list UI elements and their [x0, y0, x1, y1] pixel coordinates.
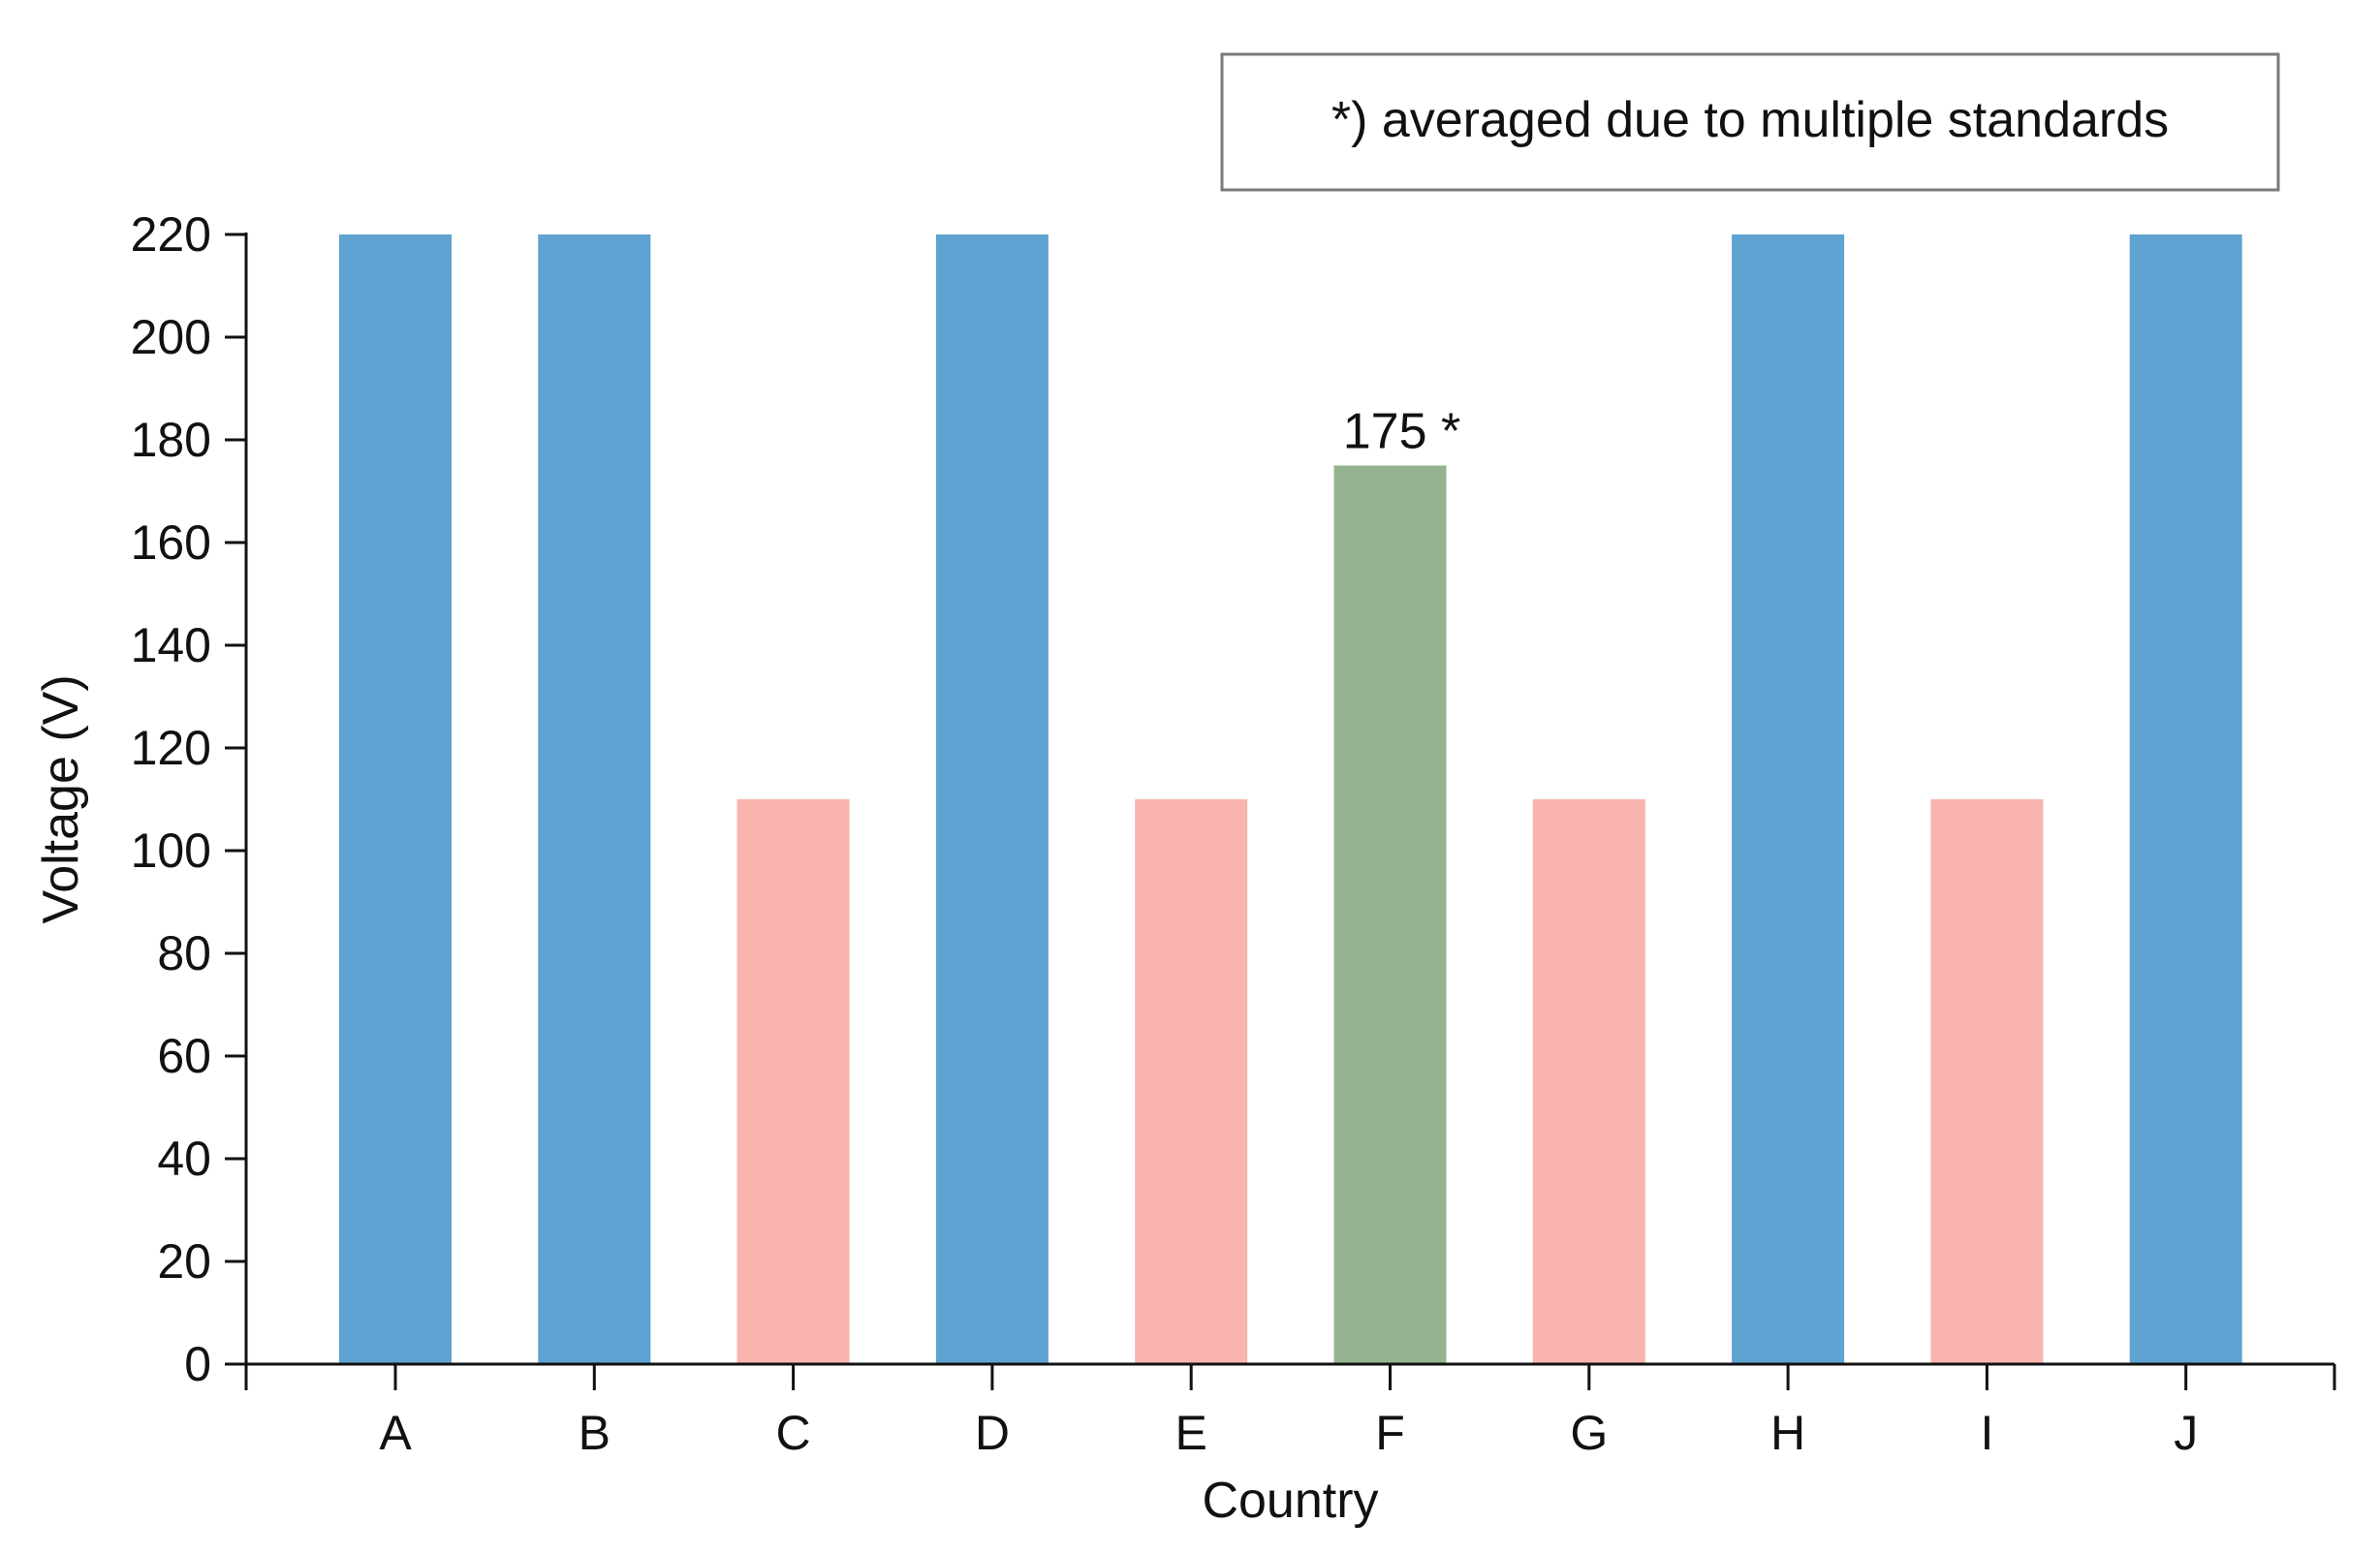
x-tick-label: G	[1570, 1406, 1608, 1460]
y-tick-label: 120	[131, 721, 211, 775]
y-tick-label: 20	[157, 1234, 211, 1289]
y-tick-label: 0	[184, 1337, 211, 1391]
annotation-box-border	[1220, 52, 2280, 192]
x-tick-label: C	[776, 1406, 811, 1460]
y-tick-label: 220	[131, 207, 211, 262]
y-tick-label: 140	[131, 618, 211, 672]
y-axis-title: Voltage (V)	[33, 674, 89, 923]
bar-j	[2129, 234, 2242, 1364]
annotation-text: *) averaged due to multiple standards	[1331, 92, 2169, 148]
bar-b	[538, 234, 651, 1364]
x-axis-title: Country	[1202, 1473, 1378, 1529]
data-labels: 175 *	[1343, 404, 1460, 460]
bar-g	[1532, 799, 1645, 1364]
x-tick-label: D	[975, 1406, 1010, 1460]
x-tick-label: H	[1770, 1406, 1805, 1460]
y-tick-label: 160	[131, 515, 211, 570]
x-tick-label: B	[579, 1406, 611, 1460]
data-label: 175 *	[1343, 404, 1460, 460]
bar-c	[736, 799, 850, 1364]
bar-a	[339, 234, 452, 1364]
y-tick-label: 40	[157, 1132, 211, 1186]
y-tick-label: 100	[131, 824, 211, 878]
annotation-box: *) averaged due to multiple standards	[1220, 52, 2280, 192]
x-tick-label: I	[1980, 1406, 1993, 1460]
y-tick-label: 180	[131, 413, 211, 467]
x-tick-label: J	[2174, 1406, 2198, 1460]
bar-i	[1930, 799, 2044, 1364]
y-tick-label: 60	[157, 1029, 211, 1083]
y-tick-label: 200	[131, 310, 211, 364]
x-tick-label: A	[379, 1406, 412, 1460]
x-tick-label: F	[1375, 1406, 1405, 1460]
bar-h	[1732, 234, 1845, 1364]
bars-layer	[339, 234, 2242, 1364]
bar-e	[1135, 799, 1248, 1364]
bar-d	[935, 234, 1049, 1364]
y-tick-label: 80	[157, 926, 211, 980]
bar-f	[1333, 465, 1447, 1364]
y-axis-ticks: 0 20 40 60 80 100 120 140 160 180 200 220	[131, 207, 246, 1391]
x-tick-label: E	[1175, 1406, 1207, 1460]
x-axis-ticks: A B C D E F G H I J	[379, 1364, 2336, 1460]
